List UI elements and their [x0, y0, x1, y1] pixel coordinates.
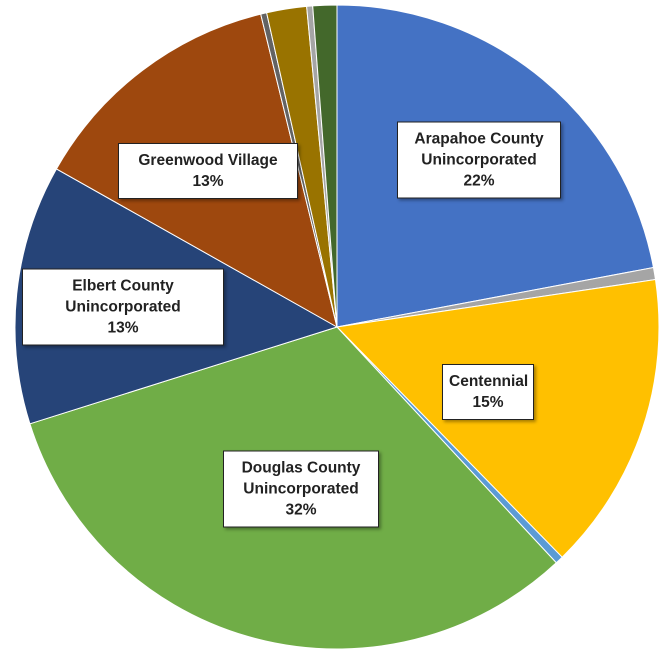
slice-value: 15% — [472, 394, 504, 411]
slice-name: Elbert County Unincorporated — [65, 277, 181, 316]
slice-label: Greenwood Village 13% — [118, 143, 298, 199]
slice-label: Arapahoe County Unincorporated 22% — [397, 121, 561, 199]
slice-value: 13% — [192, 173, 224, 190]
slice-value: 22% — [463, 172, 495, 190]
slice-name: Arapahoe County Unincorporated — [414, 130, 544, 169]
pie-slice — [312, 4, 338, 328]
slice-name: Douglas County Unincorporated — [241, 459, 361, 498]
slice-name: Greenwood Village — [138, 152, 278, 169]
slice-value: 13% — [107, 319, 139, 337]
slice-label: Centennial 15% — [442, 364, 534, 420]
slice-label: Douglas County Unincorporated 32% — [223, 450, 379, 528]
slice-label: Elbert County Unincorporated 13% — [22, 268, 224, 346]
slice-value: 32% — [285, 501, 317, 519]
slice-name: Centennial — [449, 373, 529, 390]
